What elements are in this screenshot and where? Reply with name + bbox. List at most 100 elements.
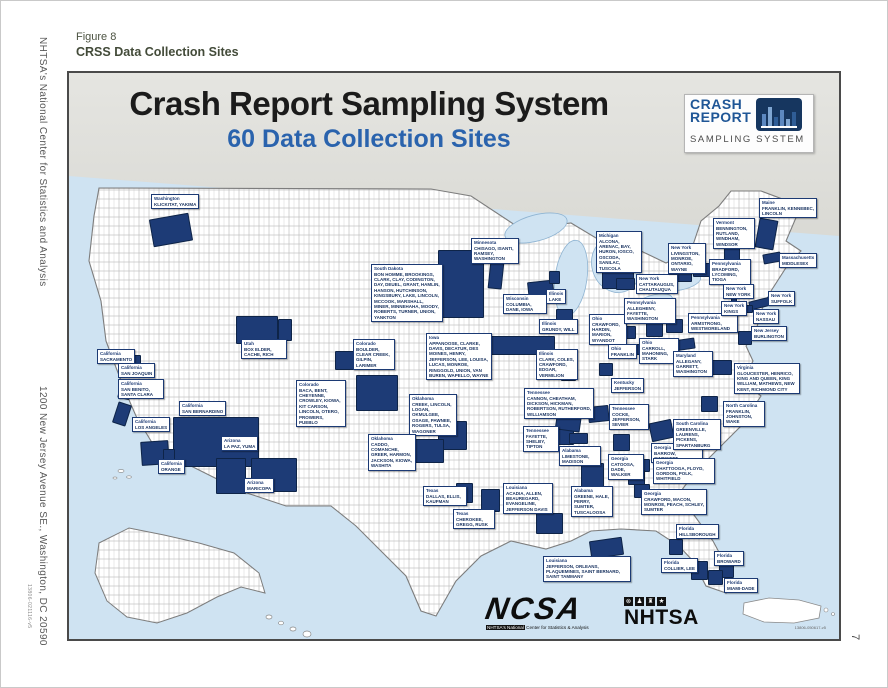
- site-label-new-york: New York NEW YORK: [723, 284, 754, 300]
- site-county-list: SUFFOLK: [771, 298, 793, 304]
- site-county-list: BRADFORD, LYCOMING, TIOGA: [712, 266, 739, 283]
- ncsa-logo: NCSA NHTSA's National Center for Statist…: [483, 591, 616, 630]
- site-label-louisiana: Louisiana ACADIA, ALLEN, BEAUREGARD, EVAN…: [503, 483, 553, 515]
- site-state-name: Pennsylvania: [627, 300, 656, 305]
- site-state-name: Michigan: [599, 233, 619, 238]
- county-blob: [278, 319, 292, 341]
- site-state-name: Illinois: [549, 291, 564, 296]
- site-state-name: California: [100, 351, 121, 356]
- site-county-list: ALLEGANY, GARRETT, WASHINGTON: [676, 358, 707, 375]
- site-county-list: CATTARAUGUS, CHAUTAUQUA: [639, 281, 675, 293]
- site-state-name: New York: [639, 276, 660, 281]
- county-blob: [216, 458, 246, 494]
- site-county-list: FAYETTE, SHELBY, TIPTON: [526, 433, 548, 450]
- site-label-california: California ORANGE: [158, 459, 185, 475]
- site-label-georgia: Georgia CRAWFORD, MACON, MONROE, PEACH, S…: [641, 489, 707, 515]
- site-state-name: California: [182, 403, 203, 408]
- ncsa-tagline-rest: Center for Statistics & Analysis: [524, 625, 589, 630]
- site-state-name: Pennsylvania: [712, 261, 741, 266]
- site-label-wisconsin: Wisconsin COLUMBIA, DANE, IOWA: [503, 294, 547, 315]
- ncsa-tagline-inverse: NHTSA's National: [486, 625, 525, 630]
- site-label-north-carolina: North Carolina FRANKLIN, JOHNSTON, WAKE: [723, 401, 765, 427]
- right-accent-bar: [842, 31, 846, 644]
- site-label-florida: Florida MIAMI-DADE: [724, 578, 758, 594]
- site-label-maryland: Maryland ALLEGANY, GARRETT, WASHINGTON: [673, 351, 713, 377]
- site-county-list: LIMESTONE, MADISON: [562, 453, 590, 465]
- site-state-name: Arizona: [224, 438, 241, 443]
- site-state-name: New York: [771, 293, 792, 298]
- site-label-tennessee: Tennessee CANNON, CHEATHAM, DICKSON, HICK…: [524, 388, 594, 420]
- site-label-alabama: Alabama LIMESTONE, MADISON: [559, 446, 601, 467]
- site-county-list: FRANKLIN, KENNEBEC, LINCOLN: [762, 205, 815, 217]
- site-label-oklahoma: Oklahoma CADDO, COMANCHE, GREER, HARMON, …: [368, 434, 416, 471]
- site-label-new-york: New York CATTARAUGUS, CHAUTAUQUA: [636, 274, 678, 295]
- site-label-pennsylvania: Pennsylvania BRADFORD, LYCOMING, TIOGA: [709, 259, 751, 285]
- site-label-ohio: Ohio CRAWFORD, HARDIN, MARION, WYANDOT: [589, 314, 627, 346]
- site-state-name: Washington: [154, 196, 180, 201]
- site-county-list: CRAWFORD, MACON, MONROE, PEACH, SCHLEY, …: [644, 496, 705, 513]
- site-county-list: COCKE, JEFFERSON, SEVIER: [612, 411, 641, 428]
- site-label-florida: Florida HILLSBOROUGH: [676, 524, 719, 540]
- site-label-arizona: Arizona LA PAZ, YUMA: [221, 436, 259, 452]
- site-state-name: Florida: [679, 526, 695, 531]
- site-state-name: Pennsylvania: [691, 315, 720, 320]
- site-county-list: GLOUCESTER, HENRICO, KING AND QUEEN, KIN…: [737, 370, 795, 392]
- crss-logo: CRASH REPORT SAMPLING SYSTEM: [684, 94, 814, 153]
- site-county-list: CRAWFORD, HARDIN, MARION, WYANDOT: [592, 321, 620, 343]
- site-state-name: Arizona: [247, 480, 264, 485]
- site-label-texas: Texas DALLAS, ELLIS, KAUFMAN: [423, 486, 467, 507]
- site-state-name: New York: [671, 245, 692, 250]
- site-label-new-york: New York LIVINGSTON, MONROE, ONTARIO, WAY…: [668, 243, 706, 275]
- site-county-list: COLUMBIA, DANE, IOWA: [506, 301, 534, 313]
- county-blob: [708, 570, 723, 585]
- site-label-georgia: Georgia CHATTOOGA, FLOYD, GORDON, POLK, W…: [653, 458, 715, 484]
- site-label-washington: Washington KLICKITAT, YAKIMA: [151, 194, 200, 210]
- site-state-name: Florida: [727, 580, 743, 585]
- site-label-illinois: Illinois LAKE: [546, 289, 567, 305]
- ncsa-tagline: NHTSA's National Center for Statistics &…: [486, 625, 616, 630]
- county-blob: [148, 212, 194, 248]
- sidebar-org-text: NHTSA's National Center for Statistics a…: [37, 37, 48, 287]
- site-state-name: Georgia: [611, 456, 629, 461]
- site-county-list: FRANKLIN, JOHNSTON, WAKE: [726, 408, 753, 425]
- site-county-list: LA PAZ, YUMA: [224, 443, 256, 449]
- site-label-ohio: Ohio FRANKLIN: [608, 344, 637, 360]
- channel-islands: [112, 469, 132, 480]
- site-label-virginia: Virginia GLOUCESTER, HENRICO, KING AND QU…: [734, 363, 800, 395]
- site-label-tennessee: Tennessee FAYETTE, SHELBY, TIPTON: [523, 426, 559, 452]
- site-state-name: Utah: [244, 341, 254, 346]
- site-label-florida: Florida BROWARD: [714, 551, 744, 567]
- site-label-georgia: Georgia CATOOSA, DADE, WALKER: [608, 454, 644, 480]
- county-blob: [701, 396, 718, 412]
- site-state-name: Tennessee: [527, 390, 550, 395]
- nhtsa-logo: ⊗ ♟ ♜ ★ NHTSA: [624, 597, 699, 628]
- county-blob: [669, 539, 683, 555]
- site-county-list: GREENE, HALE, PERRY, SUMTER, TUSCALOOSA: [574, 493, 610, 515]
- site-county-list: SAN JOAQUIN: [121, 370, 153, 376]
- site-county-list: LAKE: [549, 296, 562, 302]
- site-county-list: ALCONA, ARENAC, BAY, HURON, IOSCO, OSCOD…: [599, 238, 634, 271]
- figure-caption: CRSS Data Collection Sites: [76, 45, 239, 59]
- site-label-minnesota: Minnesota CHISAGO, ISANTI, RAMSEY, WASHIN…: [471, 238, 519, 264]
- site-state-name: Illinois: [542, 321, 557, 326]
- hawaii: [265, 614, 312, 638]
- site-state-name: New York: [756, 311, 777, 316]
- site-state-name: Alabama: [562, 448, 581, 453]
- site-county-list: NEW YORK: [726, 291, 751, 297]
- site-county-list: HILLSBOROUGH: [679, 531, 716, 537]
- site-state-name: Louisiana: [546, 558, 568, 563]
- puerto-rico: [742, 597, 822, 624]
- site-state-name: North Carolina: [726, 403, 758, 408]
- site-label-vermont: Vermont BENNINGTON, RUTLAND, WINDHAM, WIN…: [713, 218, 755, 250]
- site-label-oklahoma: Oklahoma CREEK, LINCOLN, LOGAN, OKMULGEE,…: [409, 394, 457, 436]
- site-county-list: SAN BERNARDINO: [182, 408, 224, 414]
- site-state-name: New York: [724, 303, 745, 308]
- site-label-california: California SAN BENITO, SANTA CLARA: [118, 379, 164, 400]
- county-blob: [599, 363, 613, 376]
- pr-islet: [831, 612, 835, 616]
- site-state-name: Georgia: [656, 460, 674, 465]
- pedestrian-icon: ♟: [635, 597, 644, 606]
- county-blob: [616, 278, 635, 290]
- site-county-list: BOULDER, CLEAR CREEK, GILPIN, LARIMER: [356, 346, 390, 368]
